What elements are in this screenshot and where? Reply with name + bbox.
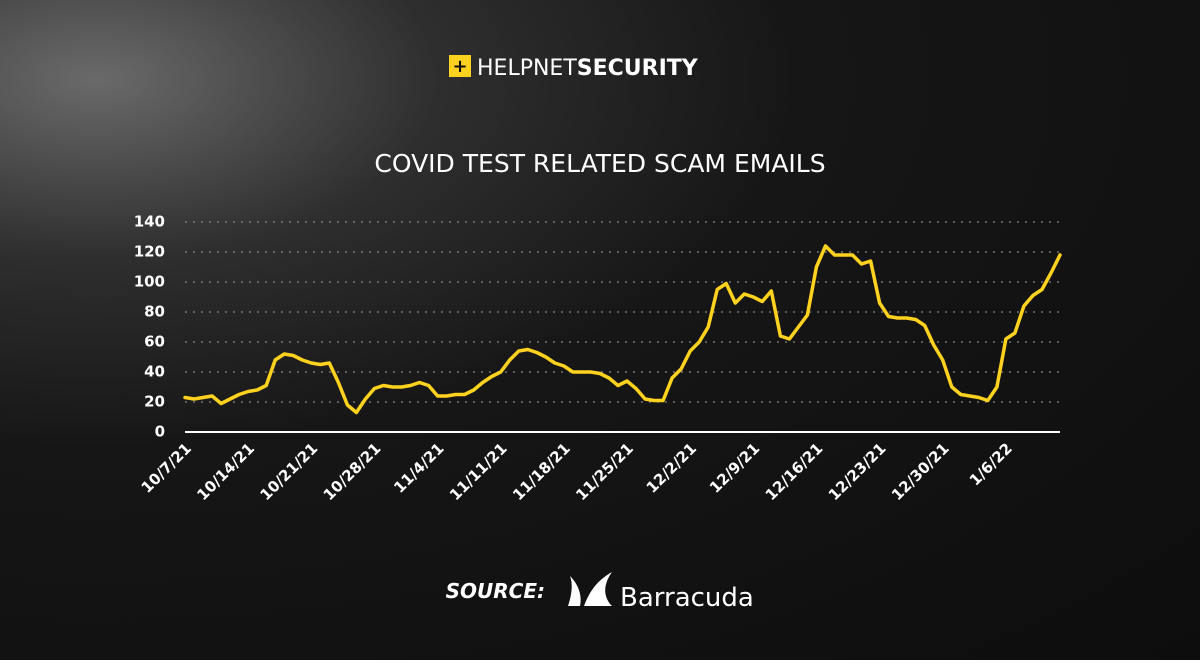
brand-security: SECURITY	[577, 56, 699, 81]
y-tick-label: 100	[134, 273, 165, 291]
x-tick-label: 12/9/21	[706, 439, 763, 496]
x-tick-label: 10/14/21	[193, 439, 258, 504]
x-tick-label: 10/7/21	[138, 439, 195, 496]
x-tick-label: 1/6/22	[966, 439, 1016, 489]
brand-logo: HELPNETSECURITY	[477, 56, 699, 81]
y-tick-label: 80	[144, 303, 165, 321]
data-line	[183, 244, 1062, 415]
y-tick-label: 20	[144, 393, 165, 411]
y-tick-label: 40	[144, 363, 165, 381]
barracuda-logo	[568, 572, 612, 606]
source-name: Barracuda	[620, 583, 754, 613]
x-tick-label: 12/2/21	[643, 439, 700, 496]
x-tick-label: 10/28/21	[320, 439, 385, 504]
x-tick-label: 12/30/21	[888, 439, 953, 504]
y-tick-label: 120	[134, 243, 165, 261]
y-tick-label: 0	[155, 423, 165, 441]
brand-net: NET	[533, 56, 577, 81]
x-tick-label: 11/25/21	[572, 439, 637, 504]
x-tick-label: 11/4/21	[390, 439, 447, 496]
x-tick-label: 12/16/21	[762, 439, 827, 504]
x-tick-label: 10/21/21	[257, 439, 322, 504]
y-tick-label: 140	[134, 213, 165, 231]
x-tick-label: 11/18/21	[509, 439, 574, 504]
y-tick-label: 60	[144, 333, 165, 351]
source-label: SOURCE:	[446, 579, 545, 603]
logo-plus: +	[452, 56, 467, 77]
x-tick-label: 11/11/21	[446, 439, 511, 504]
x-tick-label: 12/23/21	[825, 439, 890, 504]
brand-help: HELP	[477, 56, 533, 81]
logo-icon	[449, 55, 471, 77]
chart-title: COVID TEST RELATED SCAM EMAILS	[374, 149, 825, 178]
